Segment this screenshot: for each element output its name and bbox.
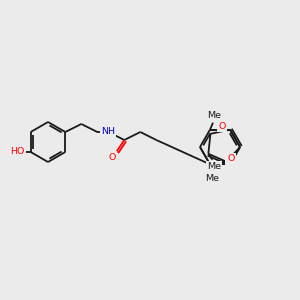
Text: Me: Me (207, 162, 221, 171)
Text: O: O (109, 152, 116, 161)
Text: HO: HO (11, 148, 25, 157)
Text: O: O (228, 154, 235, 164)
Text: O: O (218, 122, 226, 131)
Text: O: O (226, 157, 234, 166)
Text: NH: NH (101, 127, 115, 136)
Text: Me: Me (205, 174, 219, 183)
Text: Me: Me (207, 111, 221, 120)
